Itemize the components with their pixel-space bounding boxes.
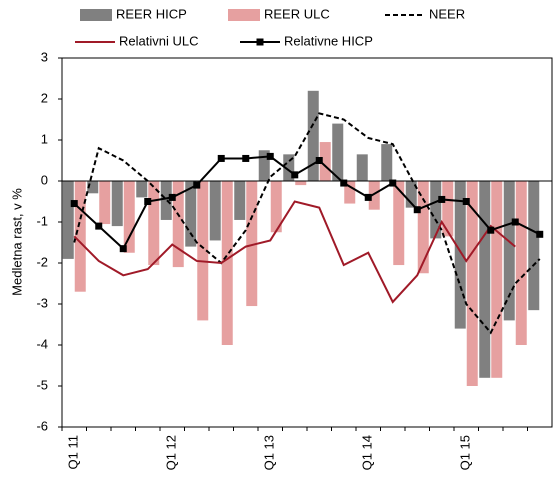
bar	[417, 181, 429, 274]
bar	[503, 181, 515, 321]
marker	[266, 152, 274, 160]
marker	[217, 154, 225, 162]
bar	[393, 181, 405, 266]
bar	[515, 181, 527, 345]
x-tick-label: Q1 14	[360, 435, 375, 470]
bar	[160, 181, 172, 220]
marker	[144, 198, 152, 205]
legend-label: Relativne HICP	[284, 33, 373, 48]
x-tick-label: Q1 11	[66, 435, 81, 469]
x-tick-label: Q1 13	[262, 435, 277, 470]
x-tick-label: Q1 15	[458, 435, 473, 470]
bar	[430, 181, 442, 239]
bar	[368, 181, 380, 210]
y-tick-label: 0	[41, 172, 48, 187]
bar	[283, 154, 295, 181]
legend-label: Relativni ULC	[119, 33, 198, 48]
y-tick-label: 2	[41, 90, 48, 105]
legend-swatch	[228, 9, 260, 21]
marker	[119, 245, 127, 253]
marker	[95, 222, 103, 230]
y-tick-label: 1	[41, 131, 48, 146]
bar	[234, 181, 246, 220]
marker	[291, 171, 299, 179]
bar	[295, 181, 307, 186]
bar	[332, 123, 344, 181]
bar	[270, 181, 282, 233]
y-tick-label: -1	[36, 213, 48, 228]
bar	[307, 90, 319, 181]
marker	[315, 157, 323, 164]
bar	[319, 142, 331, 181]
y-tick-label: -3	[36, 295, 48, 310]
marker	[487, 226, 495, 234]
bar	[466, 181, 478, 386]
bar	[172, 181, 184, 268]
y-tick-label: -5	[36, 377, 48, 392]
bar	[405, 181, 417, 208]
bar	[62, 181, 74, 259]
bar	[209, 181, 221, 241]
bar	[74, 181, 86, 292]
legend-label: REER ULC	[264, 6, 330, 21]
marker	[242, 154, 250, 162]
bar	[356, 154, 368, 181]
y-tick-label: -2	[36, 254, 48, 269]
bar	[148, 181, 160, 266]
bar	[197, 181, 209, 321]
bar	[344, 181, 356, 204]
bar	[136, 181, 148, 198]
bar	[479, 181, 491, 378]
marker	[389, 179, 397, 187]
legend-label: NEER	[429, 6, 465, 21]
marker	[438, 195, 446, 203]
bar	[123, 181, 135, 253]
bar	[258, 150, 270, 181]
marker	[364, 193, 372, 201]
bar	[111, 181, 123, 227]
y-tick-label: -6	[36, 418, 48, 433]
marker	[536, 230, 544, 238]
bar	[528, 181, 540, 311]
y-tick-label: 3	[41, 49, 48, 64]
bar	[442, 181, 454, 237]
marker	[168, 193, 176, 201]
legend-marker	[256, 38, 264, 46]
y-tick-label: -4	[36, 336, 48, 351]
legend-label: REER HICP	[116, 6, 187, 21]
bar	[381, 144, 393, 181]
bar	[454, 181, 466, 329]
marker	[413, 206, 421, 214]
marker	[462, 198, 470, 205]
bar	[491, 181, 503, 378]
legend-swatch	[80, 9, 112, 21]
bar	[87, 181, 99, 194]
marker	[340, 179, 348, 187]
bar	[246, 181, 258, 307]
bar	[185, 181, 197, 247]
line	[73, 200, 516, 304]
y-axis-label: Medletna rast, v %	[9, 188, 24, 296]
line	[73, 112, 541, 335]
marker	[193, 181, 201, 189]
bar	[221, 181, 233, 345]
x-tick-label: Q1 12	[164, 435, 179, 470]
line	[73, 155, 541, 251]
marker	[511, 218, 519, 226]
marker	[70, 200, 78, 208]
bar	[99, 181, 111, 225]
